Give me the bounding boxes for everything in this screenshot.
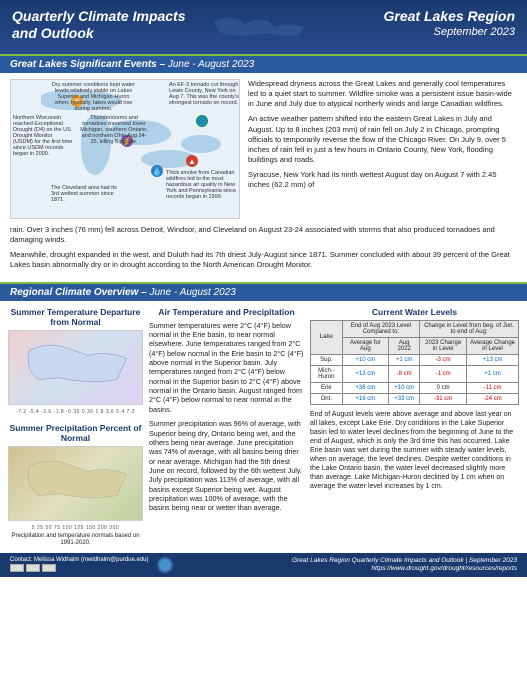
th-group1: End of Aug 2023 Level Compared to: <box>342 320 420 337</box>
footer-line1: Great Lakes Region Quarterly Climate Imp… <box>292 557 517 564</box>
overview-bar-title: Regional Climate Overview – <box>10 287 147 298</box>
table-row: Ont. +16 cm +33 cm -31 cm -24 cm <box>311 393 519 404</box>
rain-icon: 💧 <box>151 165 163 177</box>
footer-left: Contact: Melissa Widhalm (mwidhalm@purdu… <box>10 557 148 572</box>
cell: 0 cm <box>420 382 467 393</box>
events-full-width: rain. Over 3 inches (76 mm) fell across … <box>0 225 527 282</box>
cell-lake: Erie <box>311 382 343 393</box>
header-lakes-silhouette <box>204 7 324 47</box>
events-section-bar: Great Lakes Significant Events – June - … <box>0 54 527 73</box>
cell: +33 cm <box>389 393 420 404</box>
footer-contact: Contact: Melissa Widhalm (mwidhalm@purdu… <box>10 557 148 563</box>
footer-text: Great Lakes Region Quarterly Climate Imp… <box>182 557 517 573</box>
water-text: End of August levels were above average … <box>310 410 519 492</box>
airtemp-p2: Summer precipitation was 96% of average,… <box>149 419 304 513</box>
th-avgchg: Average Change in Level <box>467 337 519 354</box>
th-avg: Average for Aug <box>342 337 389 354</box>
map-note-3: Thunderstorms and tornadoes traversed lo… <box>79 115 149 145</box>
map-note-5: An EF-3 tornado cut through Lewis County… <box>169 82 239 106</box>
events-body: ☀ ⚡ 💧 🌀 ▲ Dry summer conditions kept wat… <box>0 73 527 225</box>
water-title: Current Water Levels <box>310 307 519 317</box>
events-p3-partial: Syracuse, New York had its ninth wettest… <box>248 170 517 190</box>
events-bar-period: June - August 2023 <box>168 59 254 70</box>
cell: +16 cm <box>342 393 389 404</box>
cell: +1 cm <box>467 365 519 382</box>
precip-map-title: Summer Precipitation Percent of Normal <box>8 423 143 443</box>
map-note-1: Dry summer conditions kept water levels … <box>51 82 136 112</box>
header-date: September 2023 <box>434 26 515 38</box>
events-p4: Meanwhile, drought expanded in the west,… <box>10 250 517 270</box>
water-levels-table: Lake End of Aug 2023 Level Compared to: … <box>310 320 519 405</box>
airtemp-p1: Summer temperatures were 2°C (4°F) below… <box>149 321 304 415</box>
cell: +1 cm <box>389 354 420 365</box>
overview-body: Summer Temperature Departure from Normal… <box>0 301 527 553</box>
noaa-logo-icon <box>156 556 174 574</box>
cell: +10 cm <box>342 354 389 365</box>
page-footer: Contact: Melissa Widhalm (mwidhalm@purdu… <box>0 553 527 577</box>
temp-map-title: Summer Temperature Departure from Normal <box>8 307 143 327</box>
events-p2: An active weather pattern shifted into t… <box>248 114 517 165</box>
table-row: Erie +38 cm +10 cm 0 cm -11 cm <box>311 382 519 393</box>
events-p1: Widespread dryness across the Great Lake… <box>248 79 517 109</box>
airtemp-title: Air Temperature and Precipitation <box>149 307 304 318</box>
th-2022: Aug 2022 <box>389 337 420 354</box>
text-column: Air Temperature and Precipitation Summer… <box>149 307 304 547</box>
table-header-row2: Average for Aug Aug 2022 2023 Change in … <box>311 337 519 354</box>
precip-legend: 5 25 50 75 100 125 150 200 300 <box>8 525 143 531</box>
logo-icon <box>10 564 24 572</box>
th-group2: Change in Level from beg. of Jun. to end… <box>420 320 519 337</box>
temp-legend: -7.2 -5.4 -3.6 -1.8 -0.36 0.36 1.8 3.6 5… <box>8 409 143 415</box>
table-column: Current Water Levels Lake End of Aug 202… <box>310 307 519 547</box>
table-header-row1: Lake End of Aug 2023 Level Compared to: … <box>311 320 519 337</box>
events-map: ☀ ⚡ 💧 🌀 ▲ Dry summer conditions kept wat… <box>10 79 240 219</box>
cell: -11 cm <box>467 382 519 393</box>
footer-line2: https://www.drought.gov/drought/resource… <box>371 565 517 572</box>
table-row: Sup. +10 cm +1 cm -3 cm +13 cm <box>311 354 519 365</box>
cell: -24 cm <box>467 393 519 404</box>
page-header: Quarterly Climate Impacts and Outlook Gr… <box>0 0 527 54</box>
table-row: Mich.-Huron +13 cm -8 cm -1 cm +1 cm <box>311 365 519 382</box>
temp-departure-map <box>8 330 143 405</box>
cell: -3 cm <box>420 354 467 365</box>
logo-icon <box>42 564 56 572</box>
maps-column: Summer Temperature Departure from Normal… <box>8 307 143 547</box>
events-p3: rain. Over 3 inches (76 mm) fell across … <box>10 225 517 245</box>
cell-lake: Mich.-Huron <box>311 365 343 382</box>
overview-section-bar: Regional Climate Overview – June - Augus… <box>0 282 527 301</box>
map-note-2: Northern Wisconsin reached Exceptional D… <box>13 115 73 157</box>
cell: +10 cm <box>389 382 420 393</box>
footer-logos <box>10 564 148 572</box>
cell: -31 cm <box>420 393 467 404</box>
events-text-col: Widespread dryness across the Great Lake… <box>248 79 517 219</box>
map-note-4: The Cleveland area had its 3rd wettest s… <box>51 185 121 203</box>
header-region: Great Lakes Region <box>384 8 516 24</box>
map-note-6: Thick smoke from Canadian wildfires led … <box>166 170 239 200</box>
cell: +13 cm <box>342 365 389 382</box>
cell-lake: Ont. <box>311 393 343 404</box>
th-2023chg: 2023 Change in Level <box>420 337 467 354</box>
cell: +13 cm <box>467 354 519 365</box>
cell: -1 cm <box>420 365 467 382</box>
cell-lake: Sup. <box>311 354 343 365</box>
precip-percent-map <box>8 446 143 521</box>
fire-icon: ▲ <box>186 155 198 167</box>
th-lake: Lake <box>311 320 343 354</box>
cell: +38 cm <box>342 382 389 393</box>
maps-caption: Precipitation and temperature normals ba… <box>8 533 143 547</box>
logo-icon <box>26 564 40 572</box>
cell: -8 cm <box>389 365 420 382</box>
events-bar-title: Great Lakes Significant Events – <box>10 59 165 70</box>
title-line1: Quarterly Climate Impacts <box>12 8 186 24</box>
overview-bar-period: June - August 2023 <box>150 287 236 298</box>
title-line2: and Outlook <box>12 25 94 41</box>
tornado-icon: 🌀 <box>196 115 208 127</box>
